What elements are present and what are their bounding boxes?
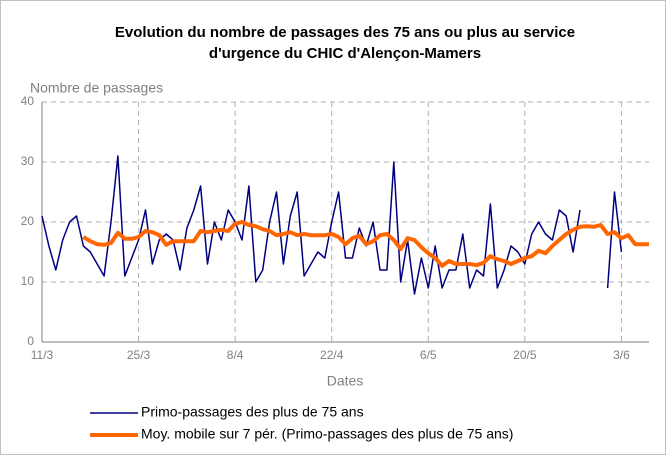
series-line xyxy=(41,155,623,295)
x-tick-label: 6/5 xyxy=(420,348,437,362)
x-tick-label: 3/6 xyxy=(613,348,630,362)
series-line xyxy=(82,220,649,268)
x-tick-label: 11/3 xyxy=(31,348,54,362)
legend-label: Moy. mobile sur 7 pér. (Primo-passages d… xyxy=(141,426,513,442)
y-tick-label: 40 xyxy=(21,94,35,108)
legend-label: Primo-passages des plus de 75 ans xyxy=(141,404,364,420)
x-tick-label: 25/3 xyxy=(127,348,151,362)
y-tick-label: 20 xyxy=(21,214,35,228)
y-axis-label: Nombre de passages xyxy=(30,80,163,96)
y-tick-label: 30 xyxy=(21,154,35,168)
chart-title: Evolution du nombre de passages des 75 a… xyxy=(115,24,575,41)
chart-title-line2: d'urgence du CHIC d'Alençon-Mamers xyxy=(209,45,481,62)
x-tick-label: 20/5 xyxy=(513,348,537,362)
y-tick-label: 0 xyxy=(27,334,34,348)
x-axis-label: Dates xyxy=(327,373,364,389)
x-tick-label: 8/4 xyxy=(227,348,244,362)
x-tick-label: 22/4 xyxy=(320,348,344,362)
y-tick-label: 10 xyxy=(21,274,35,288)
